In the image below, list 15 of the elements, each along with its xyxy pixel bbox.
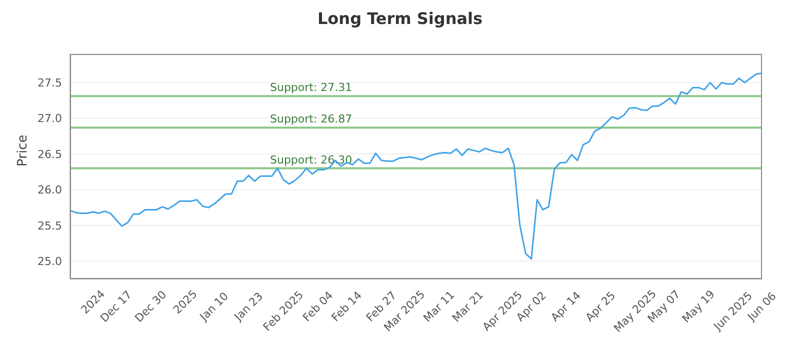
- y-axis-title: Price: [16, 134, 31, 166]
- x-tick-label: Apr 25: [583, 289, 618, 324]
- y-tick-label: 27.0: [38, 112, 62, 126]
- y-tick-label: 27.5: [38, 76, 62, 90]
- chart-title: Long Term Signals: [316, 8, 484, 30]
- y-tick-label: 26.5: [38, 148, 62, 161]
- x-tick-label: Jan 10: [196, 290, 231, 324]
- ref-line-label: Support: 26.87: [270, 112, 352, 126]
- y-tick-label: 25.0: [38, 255, 62, 268]
- ref-line-label: Support: 27.31: [270, 81, 352, 94]
- y-tick-label: 26.0: [38, 184, 62, 197]
- x-tick-label: Apr 14: [548, 289, 584, 324]
- x-tick-label: Dec 30: [132, 288, 170, 325]
- line-series: [69, 72, 763, 260]
- y-tick-label: 25.5: [38, 219, 62, 232]
